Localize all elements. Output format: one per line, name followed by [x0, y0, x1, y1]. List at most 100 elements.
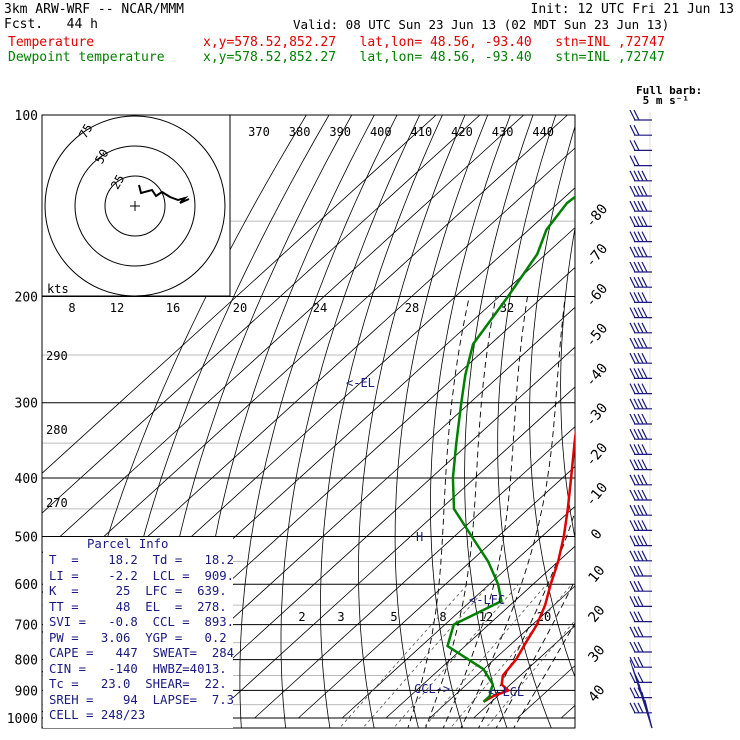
temperature-tick-label: -70 [583, 241, 612, 271]
hodograph-ring-label: 75 [76, 121, 95, 141]
theta-tick-label: 400 [370, 125, 392, 139]
moist-adiabat [513, 622, 575, 728]
theta-tick-label: 390 [329, 125, 351, 139]
hodograph-ring-label: 25 [108, 172, 127, 192]
wind-barb [629, 520, 652, 532]
pressure-tick-label: 1000 [7, 712, 38, 727]
mixing-ratio-line [339, 583, 468, 728]
dewpoint-legend: Dewpoint temperature [8, 50, 165, 65]
wind-barb [629, 580, 652, 592]
moist-adiabat [407, 296, 470, 728]
temperature-tick-label: -80 [583, 201, 612, 231]
dry-adiabat [394, 115, 489, 728]
isotherm-line [385, 545, 575, 719]
wind-barb [629, 474, 652, 486]
parcel-info-row: CAPE = 447 SWEAT= 284 [49, 646, 235, 660]
moist-adiabat [495, 579, 575, 728]
wind-barb [629, 413, 652, 425]
temperature-tick-label: -40 [583, 360, 612, 390]
dry-adiabat [464, 115, 534, 728]
forecast-hour: Fcst. 44 h [4, 17, 98, 32]
wind-barb [629, 626, 652, 638]
wind-barb [629, 231, 652, 243]
isotherm-line [42, 115, 481, 514]
dry-adiabat [320, 115, 443, 728]
parcel-info-panel: Parcel Info T = 18.2 Td = 18.2 LI = -2.2 … [43, 537, 235, 728]
plot-frame [41, 114, 576, 729]
dewpoint-point-info: x,y=578.52,852.27 lat,lon= 48.56, -93.40… [203, 50, 665, 65]
pressure-tick-label: 400 [15, 472, 38, 487]
ccl-annotation: CCL-> [414, 682, 450, 696]
isotherm-line [605, 115, 740, 718]
parcel-info-row: K = 25 LFC = 639. [49, 584, 227, 598]
isotherm-line [341, 505, 575, 719]
hodograph-ring [44, 115, 226, 297]
isotherm-line [254, 426, 575, 719]
hodograph-ring [104, 175, 166, 237]
mixing-ratio-label: 12 [479, 610, 493, 624]
mixing-ratio-label: 24 [313, 301, 327, 315]
wind-barb [629, 307, 652, 319]
dry-adiabat [529, 125, 575, 679]
wind-barb [629, 504, 652, 516]
dry-adiabat [703, 115, 740, 731]
mixing-ratio-label: 20 [233, 301, 247, 315]
model-title: 3km ARW-WRF -- NCAR/MMM [4, 2, 185, 17]
parcel-info-row: LI = -2.2 LCL = 909. [49, 568, 235, 583]
wind-barb [629, 292, 652, 303]
wind-barb [629, 155, 652, 167]
wind-barb [629, 489, 652, 501]
wind-barb [629, 140, 652, 151]
wind-barb-legend: Full barb: 5 m s⁻¹ [636, 84, 703, 107]
wind-barb [629, 216, 652, 227]
pressure-tick-label: 100 [15, 109, 38, 124]
pressure-tick-label: 500 [15, 530, 38, 545]
wind-barb [629, 535, 652, 547]
mixing-ratio-line [362, 583, 490, 728]
wind-barb [629, 459, 652, 471]
mixing-ratio-label: 8 [68, 301, 75, 315]
parcel-info-row: CIN = -140 HWBZ=4013. [49, 661, 227, 676]
temperature-profile [482, 428, 575, 703]
wind-barb [629, 383, 652, 395]
temperature-point-info: x,y=578.52,852.27 lat,lon= 48.56, -93.40… [203, 35, 665, 50]
mixing-ratio-line [485, 619, 575, 728]
temperature-legend: Temperature [8, 35, 95, 50]
wind-barb [629, 322, 652, 334]
wind-barb [629, 352, 652, 364]
parcel-info-rows: T = 18.2 Td = 18.2 LI = -2.2 LCL = 909. K … [43, 553, 235, 724]
wind-barb [629, 611, 652, 623]
hodograph-ring [74, 145, 196, 267]
wind-barb [629, 550, 652, 562]
moist-adiabat [478, 510, 575, 728]
parcel-info-row: SVI = -0.8 CCL = 893. [49, 615, 235, 629]
moist-adiabat [425, 296, 497, 728]
parcel-info-row: PW = 3.06 YGP = 0.2 [49, 630, 227, 645]
mixing-ratio-label: 12 [110, 301, 124, 315]
temperature-tick-label: 30 [585, 642, 608, 665]
theta-tick-label: 380 [289, 125, 311, 139]
pressure-tick-label: 600 [15, 578, 38, 593]
wind-barb [629, 185, 652, 197]
wind-barb [629, 672, 652, 684]
wind-barb [629, 246, 652, 258]
wind-barb [629, 200, 652, 212]
isotherm-line [42, 115, 524, 554]
parcel-info-row: TT = 48 EL = 278. [49, 599, 227, 614]
valid-time: Valid: 08 UTC Sun 23 Jun 13 (02 MDT Sun … [293, 17, 670, 32]
temperature-tick-label: 0 [588, 526, 606, 543]
parcel-info-row: Tc = 23.0 SHEAR= 22. [49, 677, 227, 691]
wind-barb [629, 368, 652, 379]
dewpoint-profile [446, 195, 575, 703]
pressure-tick-label: 300 [15, 397, 38, 412]
temperature-tick-label: 40 [585, 682, 608, 705]
isotherm-line [166, 346, 575, 719]
isotherm-line [122, 306, 575, 719]
wind-barb [629, 596, 652, 608]
temperature-tick-label: -30 [583, 400, 612, 430]
dry-adiabat [676, 115, 740, 731]
dry-adiabat [560, 225, 575, 540]
dry-adiabat [280, 115, 421, 728]
theta-tick-label: 270 [46, 496, 68, 510]
theta-tick-label: 430 [492, 125, 514, 139]
